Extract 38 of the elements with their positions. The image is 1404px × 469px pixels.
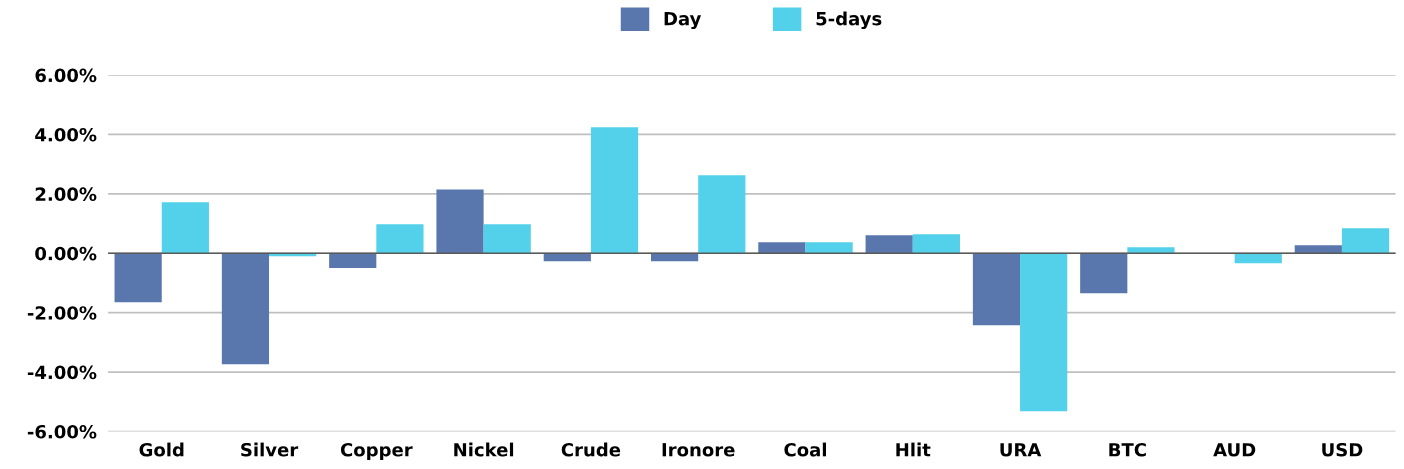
y-tick-label: -6.00% [27,424,97,439]
legend-label: Day [664,12,702,30]
y-tick-label: -4.00% [27,365,97,380]
x-tick-label: Ironore [662,443,735,457]
bar [865,235,913,254]
bar [329,253,377,269]
bar [436,189,484,254]
bar [161,202,209,254]
bar [483,224,531,254]
y-tick-label: 2.00% [35,187,97,201]
bar [221,253,270,365]
bar [805,242,853,254]
y-tick-label: 4.00% [35,127,97,142]
bar [590,127,639,254]
bar [1341,228,1390,254]
x-tick-label: Crude [561,442,621,457]
bar [376,224,424,254]
x-tick-label: Gold [139,442,184,457]
legend-label: 5-days [816,11,882,30]
y-tick-label: 6.00% [35,68,97,83]
bar [758,242,806,254]
x-tick-label: AUD [1213,443,1256,457]
bar [114,253,162,303]
bar [698,175,746,254]
x-tick-label: Coal [784,442,826,457]
y-tick-label: 0.00% [35,246,97,261]
x-tick-label: BTC [1109,442,1146,457]
x-tick-label: USD [1322,442,1363,457]
bar [912,234,960,254]
bar [1080,253,1128,294]
x-tick-label: Copper [340,442,413,461]
bar [972,253,1021,326]
x-tick-label: Hlit [896,442,931,457]
y-tick-label: -2.00% [27,306,97,320]
x-tick-label: Silver [241,442,299,457]
bar [1020,253,1068,412]
x-tick-label: Nickel [454,442,514,457]
x-tick-label: URA [1000,443,1042,457]
